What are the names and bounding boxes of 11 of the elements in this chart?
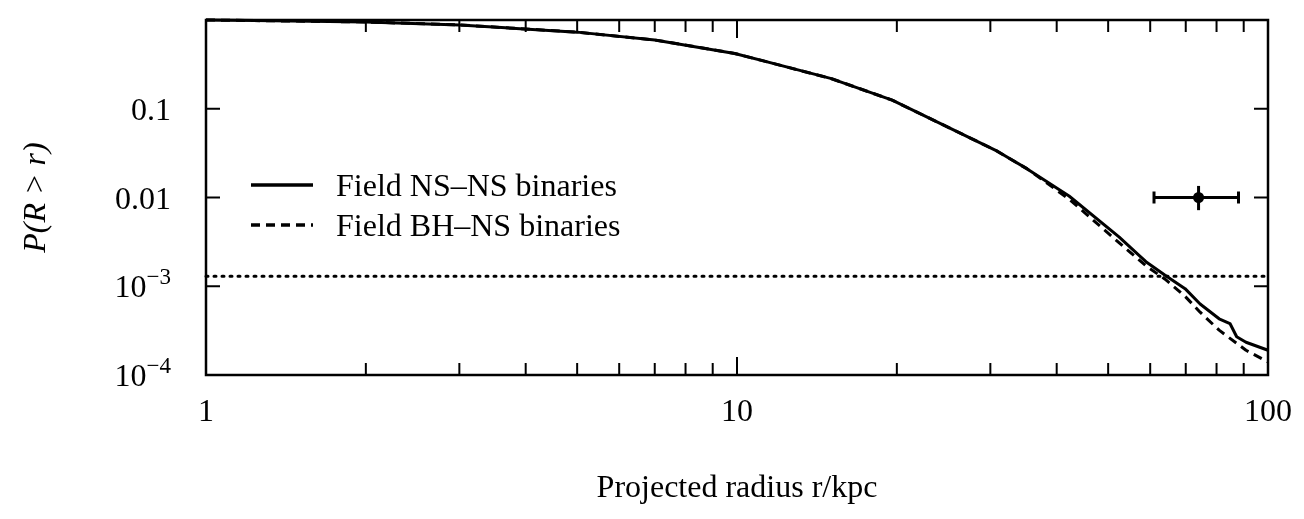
- y-tick-label: 0.1: [131, 90, 171, 127]
- legend-label: Field NS–NS binaries: [336, 167, 617, 203]
- y-axis-title: P(R > r): [16, 142, 52, 254]
- y-tick-label: 10$^{−4}$: [114, 352, 172, 393]
- x-tick-label: 1: [198, 392, 214, 428]
- legend-label: Field BH–NS binaries: [336, 207, 621, 243]
- x-tick-label: 10: [721, 392, 753, 428]
- y-tick-label: 10$^{−3}$: [114, 263, 171, 305]
- y-tick-label: 0.01: [115, 179, 171, 216]
- x-tick-label: 100: [1244, 392, 1292, 428]
- x-axis-title: Projected radius r/kpc: [596, 468, 878, 504]
